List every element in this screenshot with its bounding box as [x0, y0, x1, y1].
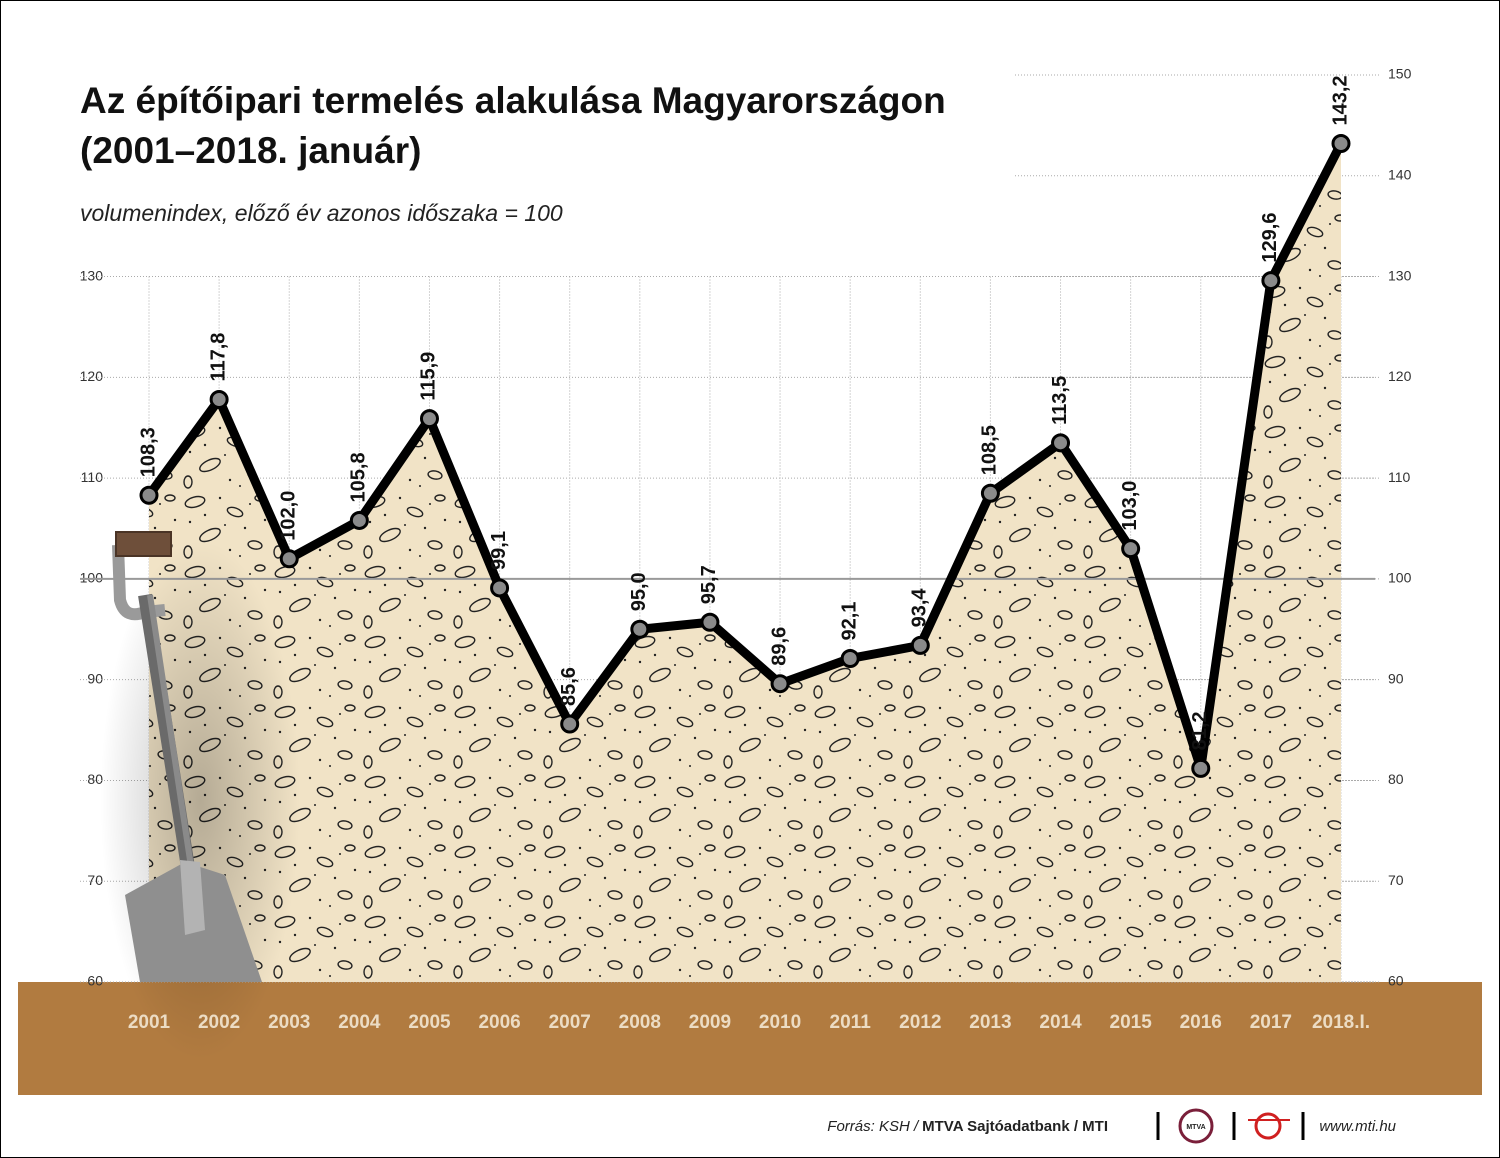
shovel [100, 531, 300, 1060]
logo: MTVA [1186, 1124, 1205, 1131]
value-label: 93,4 [909, 588, 931, 628]
value-label: 95,7 [698, 565, 720, 604]
value-label: 92,1 [838, 602, 860, 641]
x-tick-label: 2003 [268, 1012, 310, 1033]
x-tick-label: 2010 [759, 1012, 801, 1033]
value-label: 102,0 [278, 491, 300, 541]
marker [1051, 433, 1071, 453]
x-tick-label: 2017 [1250, 1012, 1292, 1033]
value-label: 115,9 [418, 352, 440, 401]
x-tick-label: 2015 [1110, 1012, 1153, 1033]
y-tick-label: 120 [80, 368, 104, 384]
x-tick-label: 2013 [969, 1012, 1011, 1033]
marker [840, 649, 860, 669]
value-label: 95,0 [628, 572, 650, 611]
y-tick-label: 90 [87, 670, 103, 686]
value-label: 108,5 [979, 425, 1001, 475]
marker [279, 549, 299, 569]
value-label: 103,0 [1119, 481, 1141, 531]
marker [910, 635, 930, 655]
y2-tick-label: 100 [1388, 570, 1412, 586]
value-label: 89,6 [768, 627, 790, 666]
marker [139, 485, 159, 505]
y2-tick-label: 90 [1388, 670, 1404, 686]
marker [980, 483, 1000, 503]
source-bold: MTVA Sajtóadatbank / MTI [922, 1118, 1108, 1135]
marker [209, 390, 229, 410]
marker [419, 409, 439, 429]
x-tick-label: 2018.I. [1312, 1012, 1370, 1033]
marker [1261, 271, 1281, 291]
website: www.mti.hu [1319, 1118, 1396, 1135]
marker [1121, 539, 1141, 559]
y-tick-label: 60 [87, 973, 103, 989]
value-label: 113,5 [1049, 376, 1071, 425]
x-tick-label: 2016 [1180, 1012, 1222, 1033]
y2-tick-label: 130 [1388, 267, 1412, 283]
chart-subtitle: volumenindex, előző év azonos időszaka =… [80, 200, 563, 226]
x-tick-label: 2001 [128, 1012, 171, 1033]
value-label: 99,1 [488, 531, 510, 570]
marker [1191, 758, 1211, 778]
marker [490, 578, 510, 598]
y2-tick-label: 80 [1388, 771, 1404, 787]
value-label: 108,3 [137, 427, 159, 477]
marker [770, 674, 790, 694]
y-tick-label: 80 [87, 771, 103, 787]
area [149, 143, 1341, 983]
x-tick-label: 2012 [899, 1012, 941, 1033]
value-label: 85,6 [558, 667, 580, 706]
y-tick-label: 100 [80, 570, 104, 586]
x-tick-label: 2011 [830, 1012, 872, 1033]
y-tick-label: 130 [80, 267, 104, 283]
marker [700, 612, 720, 632]
line [145, 141, 1346, 770]
y2-tick-label: 140 [1388, 166, 1412, 182]
value-label: 105,8 [348, 452, 370, 502]
value-label: 143,2 [1329, 75, 1351, 125]
value-label: 81,2 [1189, 711, 1211, 750]
marker [349, 510, 369, 530]
x-tick-label: 2005 [408, 1012, 451, 1033]
value-label: 129,6 [1259, 213, 1281, 263]
x-tick-label: 2009 [689, 1012, 731, 1033]
chart-title: Az építőipari termelés alakulása Magyaro… [80, 80, 946, 121]
x-tick-label: 2008 [619, 1012, 661, 1033]
x-tick-label: 2004 [338, 1012, 381, 1033]
value-label: 117,8 [207, 333, 229, 382]
marker [560, 714, 580, 734]
x-tick-label: 2002 [198, 1012, 240, 1033]
source: Forrás: KSH / [827, 1118, 920, 1135]
y2-tick-label: 110 [1388, 469, 1411, 485]
x-tick-label: 2006 [478, 1012, 520, 1033]
logos: MTVA [1156, 1108, 1305, 1144]
y2-tick-label: 150 [1388, 66, 1412, 82]
chart-title: (2001–2018. január) [80, 130, 421, 171]
y2-tick-label: 70 [1388, 872, 1404, 888]
x-tick-label: 2014 [1039, 1012, 1082, 1033]
plot: 108,3 117,8 102,0 105,8 115,9 99,1 85,6 95,0 95,… [80, 75, 1375, 983]
y2-tick-label: 60 [1388, 973, 1404, 989]
x-tick-label: 2007 [549, 1012, 591, 1033]
y2-tick-label: 120 [1388, 368, 1412, 384]
y-tick-label: 70 [87, 872, 103, 888]
y-tick-label: 110 [81, 469, 104, 485]
marker [1331, 134, 1351, 154]
marker [630, 619, 650, 639]
